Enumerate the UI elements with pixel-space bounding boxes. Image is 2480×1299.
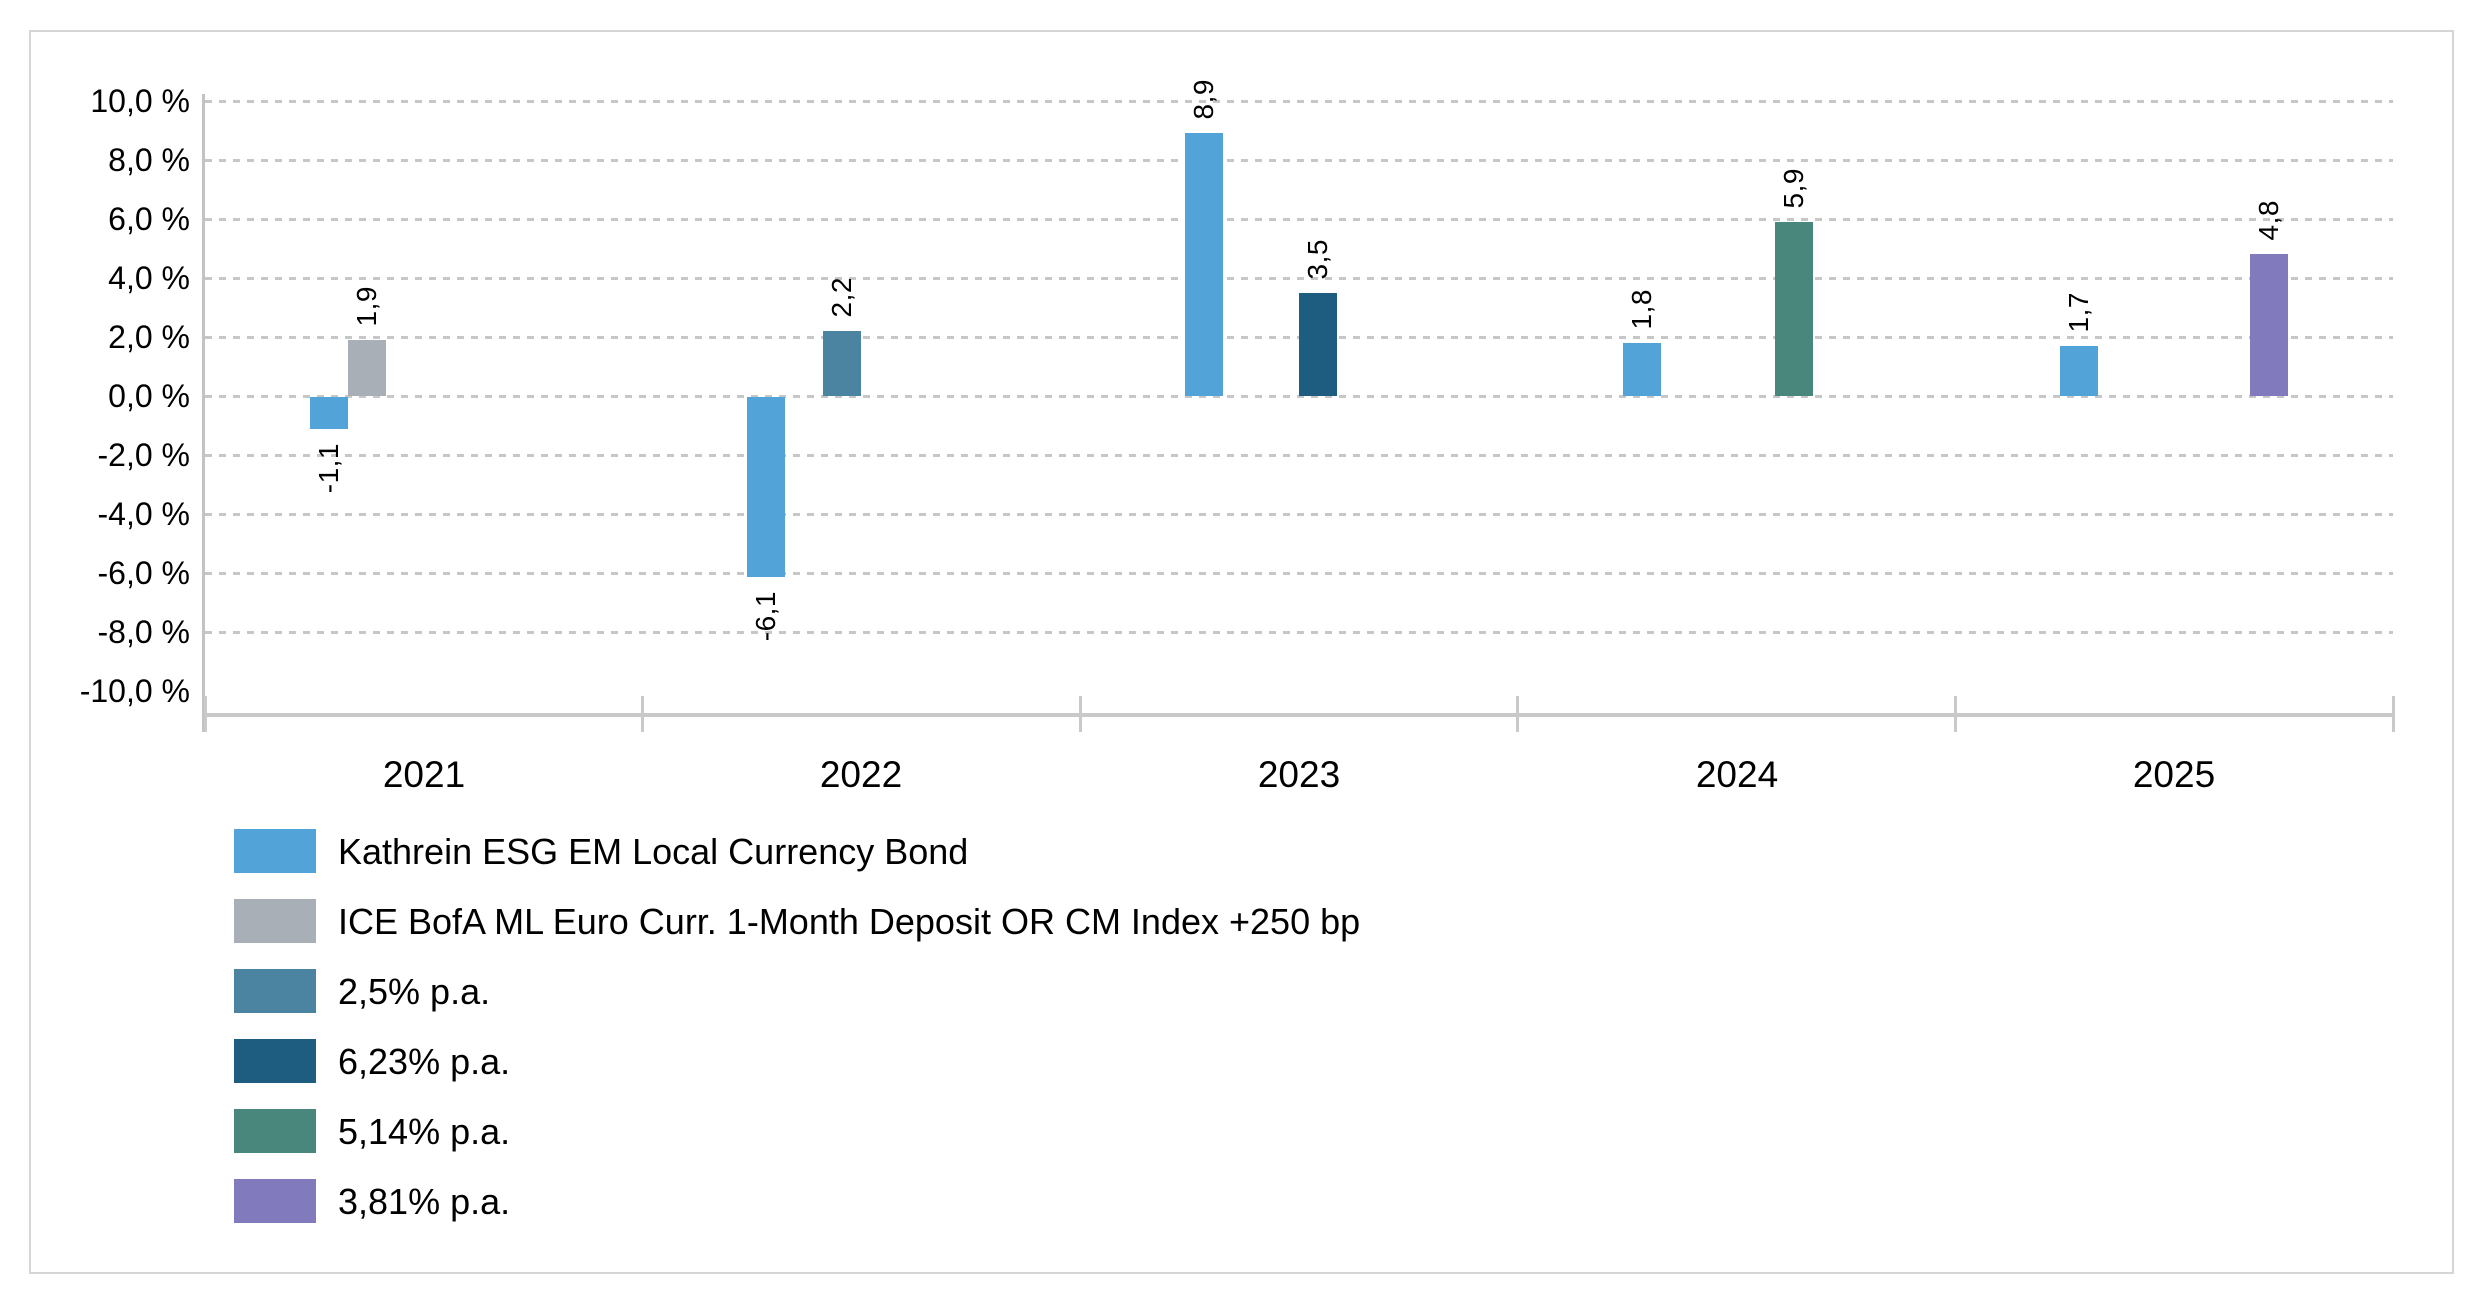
x-axis-tick bbox=[2392, 696, 2395, 732]
legend-swatch bbox=[234, 1109, 316, 1153]
x-axis-line bbox=[205, 713, 2393, 717]
y-axis-label: -6,0 % bbox=[97, 555, 190, 591]
bar-value-label: 2,2 bbox=[826, 276, 857, 317]
y-axis-label: 4,0 % bbox=[108, 260, 190, 296]
y-axis-line bbox=[202, 94, 205, 732]
bar-value-label: 1,9 bbox=[351, 285, 382, 326]
legend-label: 2,5% p.a. bbox=[338, 971, 491, 1012]
bar-value-label: 1,7 bbox=[2063, 291, 2094, 332]
bar bbox=[2250, 254, 2288, 396]
bar-value-label: -6,1 bbox=[750, 591, 781, 642]
legend-label: Kathrein ESG EM Local Currency Bond bbox=[338, 831, 969, 872]
y-axis-label: 8,0 % bbox=[108, 142, 190, 178]
bar bbox=[1185, 133, 1223, 396]
legend-item: Kathrein ESG EM Local Currency Bond bbox=[234, 829, 2234, 873]
y-axis-label: -4,0 % bbox=[97, 496, 190, 532]
bar-value-label: 4,8 bbox=[2253, 199, 2284, 240]
bar-value-label: 8,9 bbox=[1188, 78, 1219, 119]
gridline bbox=[205, 395, 2393, 398]
bar bbox=[823, 331, 861, 396]
bar bbox=[2060, 346, 2098, 396]
legend-swatch bbox=[234, 1179, 316, 1223]
x-axis-tick bbox=[1516, 696, 1519, 732]
legend-item: 2,5% p.a. bbox=[234, 969, 2234, 1013]
y-axis-label: -10,0 % bbox=[79, 673, 190, 709]
legend-label: 5,14% p.a. bbox=[338, 1111, 511, 1152]
legend-item: ICE BofA ML Euro Curr. 1-Month Deposit O… bbox=[234, 899, 2234, 943]
x-axis-tick bbox=[204, 696, 207, 732]
y-axis-label: -8,0 % bbox=[97, 614, 190, 650]
bar bbox=[747, 397, 785, 577]
x-axis-tick bbox=[1954, 696, 1957, 732]
bar-value-label: 5,9 bbox=[1778, 167, 1809, 208]
gridline bbox=[205, 277, 2393, 280]
legend-swatch bbox=[234, 899, 316, 943]
x-axis-label: 2021 bbox=[382, 754, 466, 795]
gridline bbox=[205, 159, 2393, 162]
x-axis-tick bbox=[1079, 696, 1082, 732]
bar-value-label: 3,5 bbox=[1302, 238, 1333, 279]
legend-item: 6,23% p.a. bbox=[234, 1039, 2234, 1083]
x-axis-label: 2024 bbox=[1695, 754, 1779, 795]
bar bbox=[1623, 343, 1661, 396]
bar-value-label: 1,8 bbox=[1626, 288, 1657, 329]
legend-item: 5,14% p.a. bbox=[234, 1109, 2234, 1153]
gridline bbox=[205, 572, 2393, 575]
gridline bbox=[205, 218, 2393, 221]
gridline bbox=[205, 100, 2393, 103]
legend-label: 6,23% p.a. bbox=[338, 1041, 511, 1082]
chart-frame: 10,0 % 8,0 % 6,0 % 4,0 % 2,0 % 0,0 % -2,0 % -4,… bbox=[29, 30, 2454, 1274]
gridline bbox=[205, 454, 2393, 457]
x-axis-label: 2023 bbox=[1257, 754, 1341, 795]
y-axis-label: 0,0 % bbox=[108, 378, 190, 414]
y-axis-label: 2,0 % bbox=[108, 319, 190, 355]
x-axis-label: 2022 bbox=[819, 754, 903, 795]
x-axis-label: 2025 bbox=[2132, 754, 2216, 795]
gridline bbox=[205, 631, 2393, 634]
y-axis-label: 6,0 % bbox=[108, 201, 190, 237]
legend-item: 3,81% p.a. bbox=[234, 1179, 2234, 1223]
legend-swatch bbox=[234, 829, 316, 873]
legend-label: 3,81% p.a. bbox=[338, 1181, 511, 1222]
y-axis-label: 10,0 % bbox=[90, 83, 190, 119]
legend-swatch bbox=[234, 969, 316, 1013]
bar bbox=[310, 397, 348, 429]
y-axis-label: -2,0 % bbox=[97, 437, 190, 473]
legend-label: ICE BofA ML Euro Curr. 1-Month Deposit O… bbox=[338, 901, 1361, 942]
gridline bbox=[205, 513, 2393, 516]
x-axis-tick bbox=[641, 696, 644, 732]
bar-value-label: -1,1 bbox=[313, 443, 344, 494]
legend-swatch bbox=[234, 1039, 316, 1083]
bar bbox=[1299, 293, 1337, 396]
bar bbox=[348, 340, 386, 396]
bar bbox=[1775, 222, 1813, 396]
